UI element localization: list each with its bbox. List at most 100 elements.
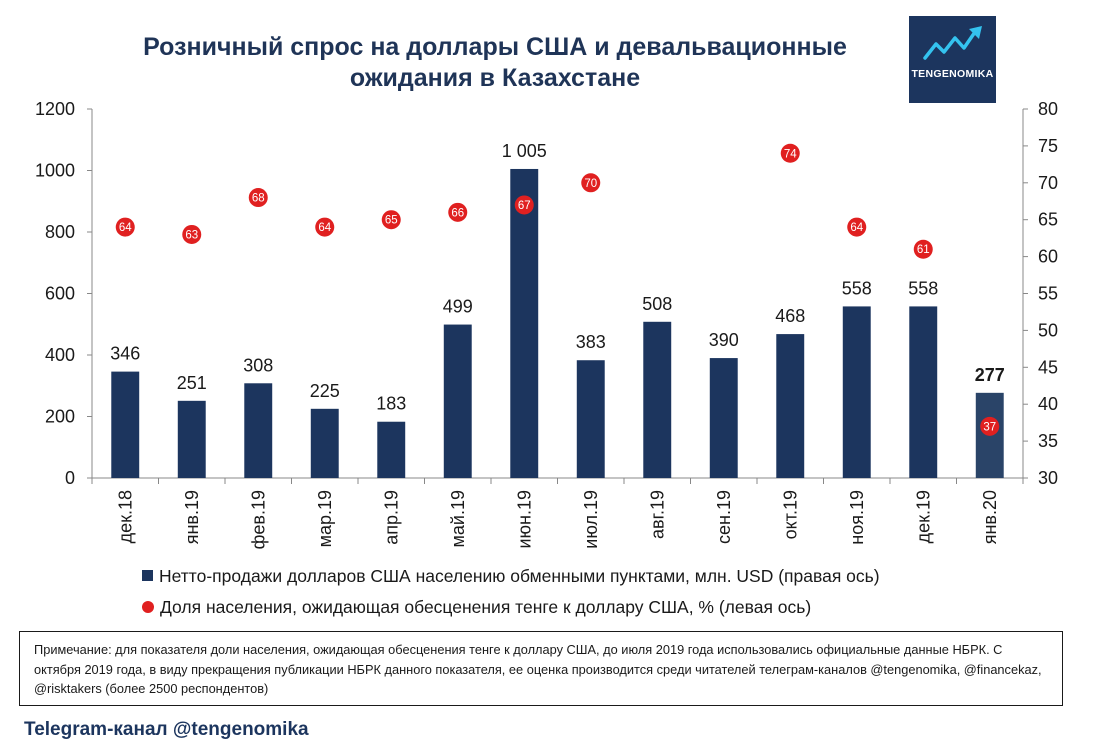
dot-value-label: 64 [850, 222, 863, 234]
bar [576, 360, 605, 478]
legend-item-bars: Нетто-продажи долларов США населению обм… [142, 566, 880, 587]
dot [913, 239, 933, 259]
legend-dot-swatch [142, 601, 154, 613]
dot-value-label: 61 [917, 244, 930, 256]
x-tick-label: май.19 [448, 490, 468, 547]
tengenomika-logo: TENGENOMIKA [909, 16, 996, 103]
bar [909, 306, 938, 478]
x-tick-label: фев.19 [248, 490, 268, 549]
dot-value-label: 74 [784, 148, 797, 160]
dot [182, 224, 202, 244]
bar-value-label: 277 [975, 365, 1005, 385]
dot [381, 210, 401, 230]
left-tick-label: 0 [65, 468, 75, 488]
legend-bar-swatch [142, 570, 153, 581]
trend-chart-icon [923, 26, 982, 60]
right-tick-label: 60 [1038, 247, 1058, 267]
dot [514, 195, 534, 215]
bar-value-label: 225 [310, 381, 340, 401]
chart-title-line2: ожидания в Казахстане [349, 64, 641, 92]
dot-value-label: 64 [119, 222, 132, 234]
bar-value-label: 508 [642, 294, 672, 314]
bar-value-label: 390 [709, 330, 739, 350]
x-tick-label: июл.19 [581, 490, 601, 549]
bar [244, 383, 273, 478]
bar-value-label: 308 [243, 355, 273, 375]
bar-value-label: 346 [110, 344, 140, 364]
bar [310, 408, 339, 478]
footer-telegram: Telegram-канал @tengenomika [24, 719, 309, 740]
bar [776, 334, 805, 478]
left-tick-label: 1200 [35, 99, 75, 119]
right-tick-label: 45 [1038, 357, 1058, 377]
right-tick-label: 75 [1038, 136, 1058, 156]
bar [377, 421, 406, 478]
dot-value-label: 63 [185, 229, 198, 241]
chart-axes [87, 108, 1028, 484]
bar [177, 400, 206, 478]
legend-item-dots: Доля населения, ожидающая обесценения те… [142, 597, 811, 618]
dot [847, 217, 867, 237]
right-tick-label: 50 [1038, 320, 1058, 340]
right-tick-label: 55 [1038, 284, 1058, 304]
dot-value-label: 37 [983, 421, 996, 433]
dot [115, 217, 135, 237]
dot-value-label: 70 [584, 178, 597, 190]
bar-value-label: 468 [775, 306, 805, 326]
note-box: Примечание: для показателя доли населени… [19, 631, 1063, 706]
dot-value-label: 65 [385, 215, 398, 227]
dot [581, 173, 601, 193]
dot-value-label: 68 [252, 193, 265, 205]
x-tick-label: июн.19 [514, 490, 534, 549]
chart-title: Розничный спрос на доллары США и девальв… [100, 32, 890, 94]
bar-series [111, 168, 1004, 478]
dot [980, 416, 1000, 436]
dot-value-label: 64 [318, 222, 331, 234]
legend-bar-label: Нетто-продажи долларов США населению обм… [159, 566, 880, 586]
x-tick-label: ноя.19 [847, 490, 867, 545]
dot [780, 143, 800, 163]
bar-value-label: 383 [576, 332, 606, 352]
x-tick-label: авг.19 [647, 490, 667, 539]
right-tick-label: 80 [1038, 99, 1058, 119]
combo-chart: 346 251 308 225 183 499 1 005 383 508 390 468 558 55… [35, 99, 1058, 549]
bar [111, 371, 140, 478]
tick-labels: 0 200 400 600 800 1000 1200 30 35 40 45 50 55 60 65 70 7… [35, 99, 1058, 549]
bar-labels: 346 251 308 225 183 499 1 005 383 508 390 468 558 55… [110, 141, 1005, 414]
bar-value-label: 251 [177, 373, 207, 393]
dot-value-label: 66 [451, 207, 464, 219]
bar-value-label: 183 [376, 394, 406, 414]
right-tick-label: 35 [1038, 431, 1058, 451]
x-tick-label: дек.18 [115, 490, 135, 543]
x-tick-label: янв.20 [980, 490, 1000, 544]
right-tick-label: 30 [1038, 468, 1058, 488]
x-tick-label: дек.19 [913, 490, 933, 543]
dot [448, 202, 468, 222]
x-tick-label: мар.19 [315, 490, 335, 547]
bar-value-label: 558 [842, 278, 872, 298]
chart-title-line1: Розничный спрос на доллары США и девальв… [143, 33, 847, 61]
left-tick-label: 400 [45, 345, 75, 365]
x-tick-label: янв.19 [182, 490, 202, 544]
x-tick-label: апр.19 [381, 490, 401, 545]
logo-text: TENGENOMIKA [911, 68, 994, 80]
bar-value-label: 558 [908, 278, 938, 298]
note-text: Примечание: для показателя доли населени… [34, 642, 1042, 696]
bar [842, 306, 871, 478]
left-tick-label: 600 [45, 284, 75, 304]
x-tick-label: сен.19 [714, 490, 734, 544]
bar-value-label: 499 [443, 297, 473, 317]
bar [510, 168, 539, 478]
bar-value-label: 1 005 [502, 141, 547, 161]
left-tick-label: 800 [45, 222, 75, 242]
dot [248, 188, 268, 208]
left-tick-label: 200 [45, 407, 75, 427]
dot-series: 64 63 68 64 65 66 67 70 74 64 61 37 [115, 143, 1000, 436]
bar [443, 324, 472, 478]
bar [643, 321, 672, 478]
legend-dot-label: Доля населения, ожидающая обесценения те… [160, 597, 812, 617]
x-tick-label: окт.19 [780, 490, 800, 539]
right-tick-label: 70 [1038, 173, 1058, 193]
right-tick-label: 40 [1038, 394, 1058, 414]
dot [315, 217, 335, 237]
